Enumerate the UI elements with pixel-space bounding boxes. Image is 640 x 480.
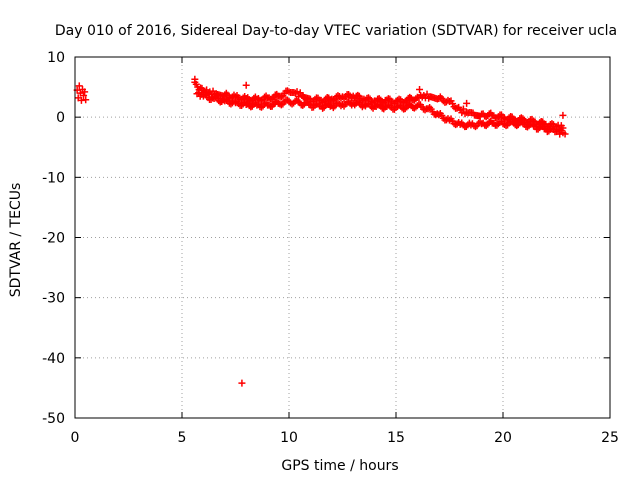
data-point [412,95,420,103]
data-point [277,93,285,101]
data-point [82,96,90,104]
data-point [242,81,250,89]
x-tick-label: 5 [178,430,187,446]
data-point [212,93,220,101]
data-point [80,92,88,100]
data-point [81,88,89,96]
data-point [461,110,469,118]
data-point [294,97,302,105]
data-point [191,75,199,83]
data-point [459,105,467,113]
x-axis-label: GPS time / hours [281,458,398,474]
data-point [375,101,383,109]
x-tick-label: 25 [601,430,619,446]
data-point [426,104,434,112]
x-tick-label: 0 [71,430,80,446]
data-point [463,99,471,107]
x-tick-label: 20 [494,430,512,446]
plot-frame [74,56,611,419]
data-point [293,88,301,96]
data-points [73,75,569,387]
chart-title: Day 010 of 2016, Sidereal Day-to-day VTE… [55,23,617,39]
grid [75,57,610,418]
data-point [416,85,424,93]
x-tick-labels: 0 5 10 15 20 25 [71,430,619,446]
y-tick-label: 10 [47,50,65,66]
y-tick-labels: 10 0 -10 -20 -30 -40 -50 [42,50,65,427]
y-tick-label: -30 [42,291,65,307]
y-axis-label: SDTVAR / TECUs [8,183,24,298]
x-tick-label: 15 [387,430,405,446]
y-tick-label: -40 [42,351,65,367]
data-point [559,111,567,119]
data-point [238,379,246,387]
data-point [75,82,83,90]
data-point [561,130,569,138]
y-tick-label: 0 [56,110,65,126]
data-point [519,119,527,127]
y-tick-label: -50 [42,411,65,427]
y-tick-label: -10 [42,170,65,186]
y-tick-label: -20 [42,231,65,247]
x-tick-label: 10 [280,430,298,446]
